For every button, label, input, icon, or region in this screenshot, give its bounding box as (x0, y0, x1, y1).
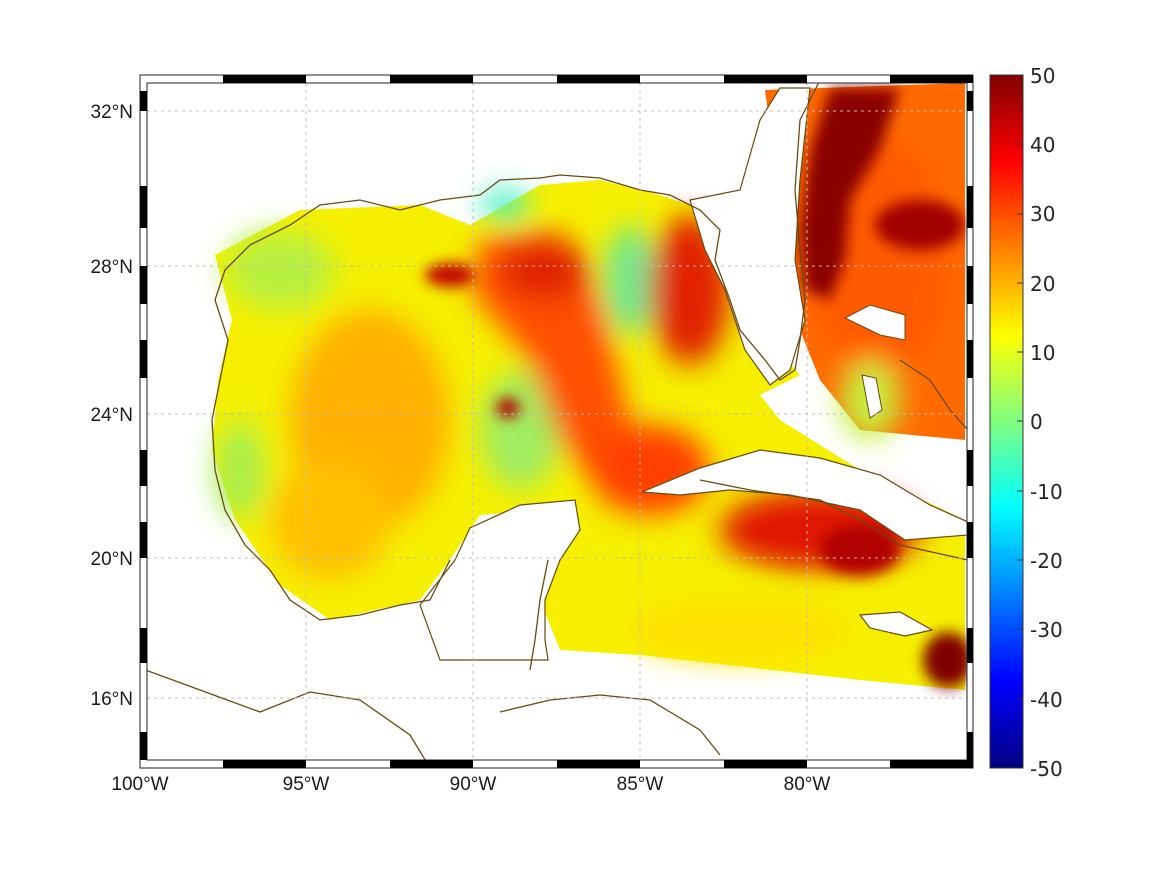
field-sw-orange (270, 460, 390, 580)
field-west-green (215, 420, 265, 520)
colorbar: 50 40 30 20 10 0 -10 -20 -30 -40 -50 (989, 64, 1063, 781)
field-nw-green (225, 230, 335, 310)
lat-label-20: 20°N (91, 549, 133, 570)
coast-gulf-west (211, 299, 451, 621)
field-eddy-spot (496, 398, 520, 418)
coast-central-america (147, 669, 426, 760)
colorbar-label-neg40: -40 (1030, 688, 1063, 712)
field-loop-current (470, 230, 640, 490)
lat-label-32: 32°N (91, 102, 133, 123)
land-cuba (641, 449, 967, 541)
colorbar-label-20: 20 (1030, 272, 1055, 296)
coast-belize (529, 559, 549, 671)
field-jamaica-south (923, 632, 967, 688)
coast-gulf-north (214, 83, 820, 381)
field-cuba-core (820, 525, 900, 575)
land-yucatan (419, 499, 581, 661)
lon-label-100: 100°W (111, 774, 168, 795)
field-ne-green (605, 225, 655, 335)
lon-label-95: 95°W (283, 774, 330, 795)
coast-atlantic-islands (899, 359, 967, 430)
land-bahamas (843, 304, 906, 341)
lat-label-28: 28°N (91, 257, 133, 278)
colorbar-label-50: 50 (1030, 64, 1055, 88)
coastlines (147, 83, 967, 760)
field-yucatan-channel (590, 425, 710, 515)
land-andros (861, 374, 883, 419)
field-central-green (480, 370, 560, 490)
gridlines (147, 83, 967, 760)
data-field (147, 83, 967, 760)
colorbar-label-neg50: -50 (1030, 757, 1063, 781)
colorbar-label-10: 10 (1030, 341, 1055, 365)
land-jamaica (858, 611, 934, 637)
colorbar-ticks (1017, 143, 1023, 700)
coast-cuba-south (699, 479, 967, 561)
lon-label-85: 85°W (617, 774, 664, 795)
colorbar-label-0: 0 (1030, 410, 1043, 434)
field-mouth-green (480, 190, 530, 220)
field-gulf-stream-east (875, 200, 965, 250)
lat-label-16: 16°N (91, 689, 133, 710)
colorbar-label-neg30: -30 (1030, 618, 1063, 642)
field-caribbean-south (630, 600, 850, 660)
colorbar-label-40: 40 (1030, 133, 1055, 157)
field-loop-core (500, 240, 590, 300)
lon-labels: 100°W 95°W 90°W 85°W 80°W (111, 774, 830, 795)
map-frame (139, 74, 974, 769)
lon-label-80: 80°W (784, 774, 831, 795)
colorbar-labels: 50 40 30 20 10 0 -10 -20 -30 -40 -50 (1030, 64, 1063, 781)
colorbar-label-30: 30 (1030, 202, 1055, 226)
lat-labels: 32°N 28°N 24°N 20°N 16°N (91, 102, 133, 710)
lon-label-90: 90°W (450, 774, 497, 795)
field-nw-red-spot (425, 263, 475, 287)
land-florida (689, 87, 811, 386)
land-central-america (147, 663, 720, 760)
field-gulf-stream (800, 88, 900, 300)
colorbar-label-neg10: -10 (1030, 480, 1063, 504)
colorbar-label-neg20: -20 (1030, 549, 1063, 573)
lat-label-24: 24°N (91, 405, 133, 426)
